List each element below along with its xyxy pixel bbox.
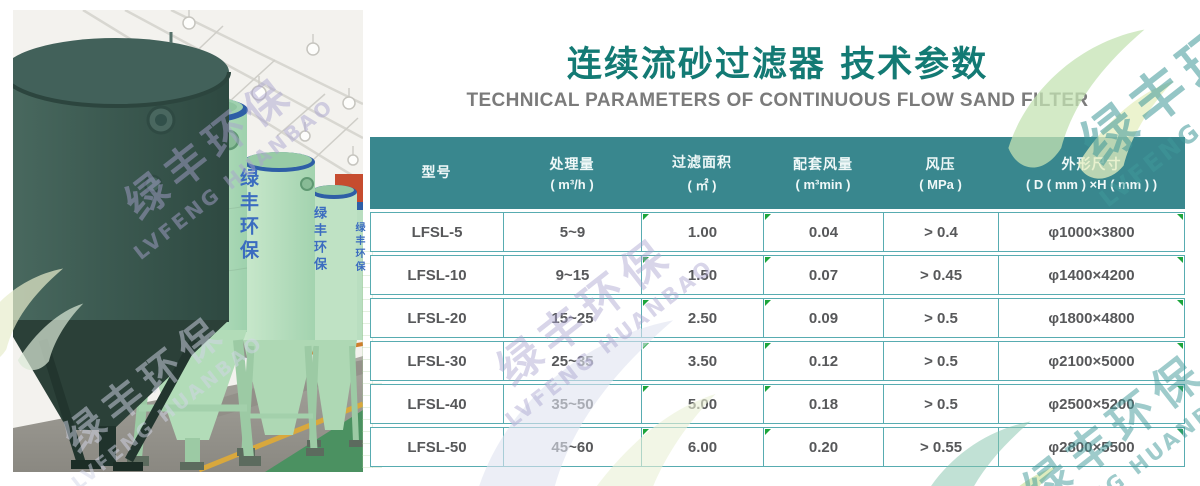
cell-air-pressure: > 0.5 — [883, 341, 998, 381]
ceiling-lamps — [182, 16, 359, 166]
col-header-air-volume: 配套风量( m³min ) — [763, 137, 883, 209]
cell-air-pressure: > 0.55 — [883, 427, 998, 467]
cell-model: LFSL-5 — [370, 212, 503, 252]
cell-air-volume: 0.20 — [763, 427, 883, 467]
cell-air-volume: 0.09 — [763, 298, 883, 338]
page-title-en: TECHNICAL PARAMETERS OF CONTINUOUS FLOW … — [466, 90, 1089, 111]
cell-air-volume: 0.18 — [763, 384, 883, 424]
mint-tank-3 — [237, 152, 324, 456]
cell-filter-area: 5.00 — [641, 384, 763, 424]
table-row: LFSL-30 25~35 3.50 0.12 > 0.5 φ2100×5000 — [370, 341, 1185, 381]
table-row: LFSL-50 45~60 6.00 0.20 > 0.55 φ2800×550… — [370, 427, 1185, 467]
cell-model: LFSL-30 — [370, 341, 503, 381]
cell-filter-area: 1.00 — [641, 212, 763, 252]
cell-dimensions: φ1400×4200 — [998, 255, 1185, 295]
cell-dimensions: φ2100×5000 — [998, 341, 1185, 381]
col-header-filter-area: 过滤面积( ㎡ ) — [641, 137, 763, 209]
cell-capacity: 35~50 — [503, 384, 641, 424]
cell-dimensions: φ2500×5200 — [998, 384, 1185, 424]
tank-label: 绿丰环保 — [237, 168, 259, 264]
col-header-air-pressure: 风压( MPa ) — [883, 137, 998, 209]
cell-air-volume: 0.07 — [763, 255, 883, 295]
cell-filter-area: 3.50 — [641, 341, 763, 381]
col-header-model: 型号 — [370, 137, 503, 209]
col-header-capacity: 处理量( m³/h ) — [503, 137, 641, 209]
table-row: LFSL-20 15~25 2.50 0.09 > 0.5 φ1800×4800 — [370, 298, 1185, 338]
cell-air-pressure: > 0.5 — [883, 298, 998, 338]
cell-air-pressure: > 0.5 — [883, 384, 998, 424]
table-row: LFSL-5 5~9 1.00 0.04 > 0.4 φ1000×3800 — [370, 212, 1185, 252]
tank-label: 绿丰环保 — [353, 222, 364, 274]
table-header-row: 型号 处理量( m³/h ) 过滤面积( ㎡ ) 配套风量( m³min ) 风… — [370, 137, 1185, 209]
mint-tank-4 — [307, 185, 363, 447]
cell-model: LFSL-20 — [370, 298, 503, 338]
cell-air-pressure: > 0.45 — [883, 255, 998, 295]
table-row: LFSL-10 9~15 1.50 0.07 > 0.45 φ1400×4200 — [370, 255, 1185, 295]
cell-air-volume: 0.04 — [763, 212, 883, 252]
page-title-zh: 连续流砂过滤器 技术参数 — [566, 44, 989, 85]
cell-dimensions: φ1800×4800 — [998, 298, 1185, 338]
cell-model: LFSL-40 — [370, 384, 503, 424]
cell-dimensions: φ2800×5500 — [998, 427, 1185, 467]
cell-capacity: 25~35 — [503, 341, 641, 381]
cell-capacity: 5~9 — [503, 212, 641, 252]
spec-table: 型号 处理量( m³/h ) 过滤面积( ㎡ ) 配套风量( m³min ) 风… — [370, 134, 1185, 470]
col-header-dimensions: 外形尺寸( D ( mm ) ×H ( mm ) ) — [998, 137, 1185, 209]
cell-filter-area: 6.00 — [641, 427, 763, 467]
cell-model: LFSL-50 — [370, 427, 503, 467]
cell-air-volume: 0.12 — [763, 341, 883, 381]
cell-capacity: 45~60 — [503, 427, 641, 467]
cell-air-pressure: > 0.4 — [883, 212, 998, 252]
cell-dimensions: φ1000×3800 — [998, 212, 1185, 252]
tank-label: 绿丰环保 — [311, 206, 326, 274]
cell-filter-area: 1.50 — [641, 255, 763, 295]
table-row: LFSL-40 35~50 5.00 0.18 > 0.5 φ2500×5200 — [370, 384, 1185, 424]
factory-photo: 绿丰环保 绿丰环保 绿丰环保 — [1, 8, 364, 473]
cell-capacity: 15~25 — [503, 298, 641, 338]
cell-model: LFSL-10 — [370, 255, 503, 295]
cell-capacity: 9~15 — [503, 255, 641, 295]
cell-filter-area: 2.50 — [641, 298, 763, 338]
